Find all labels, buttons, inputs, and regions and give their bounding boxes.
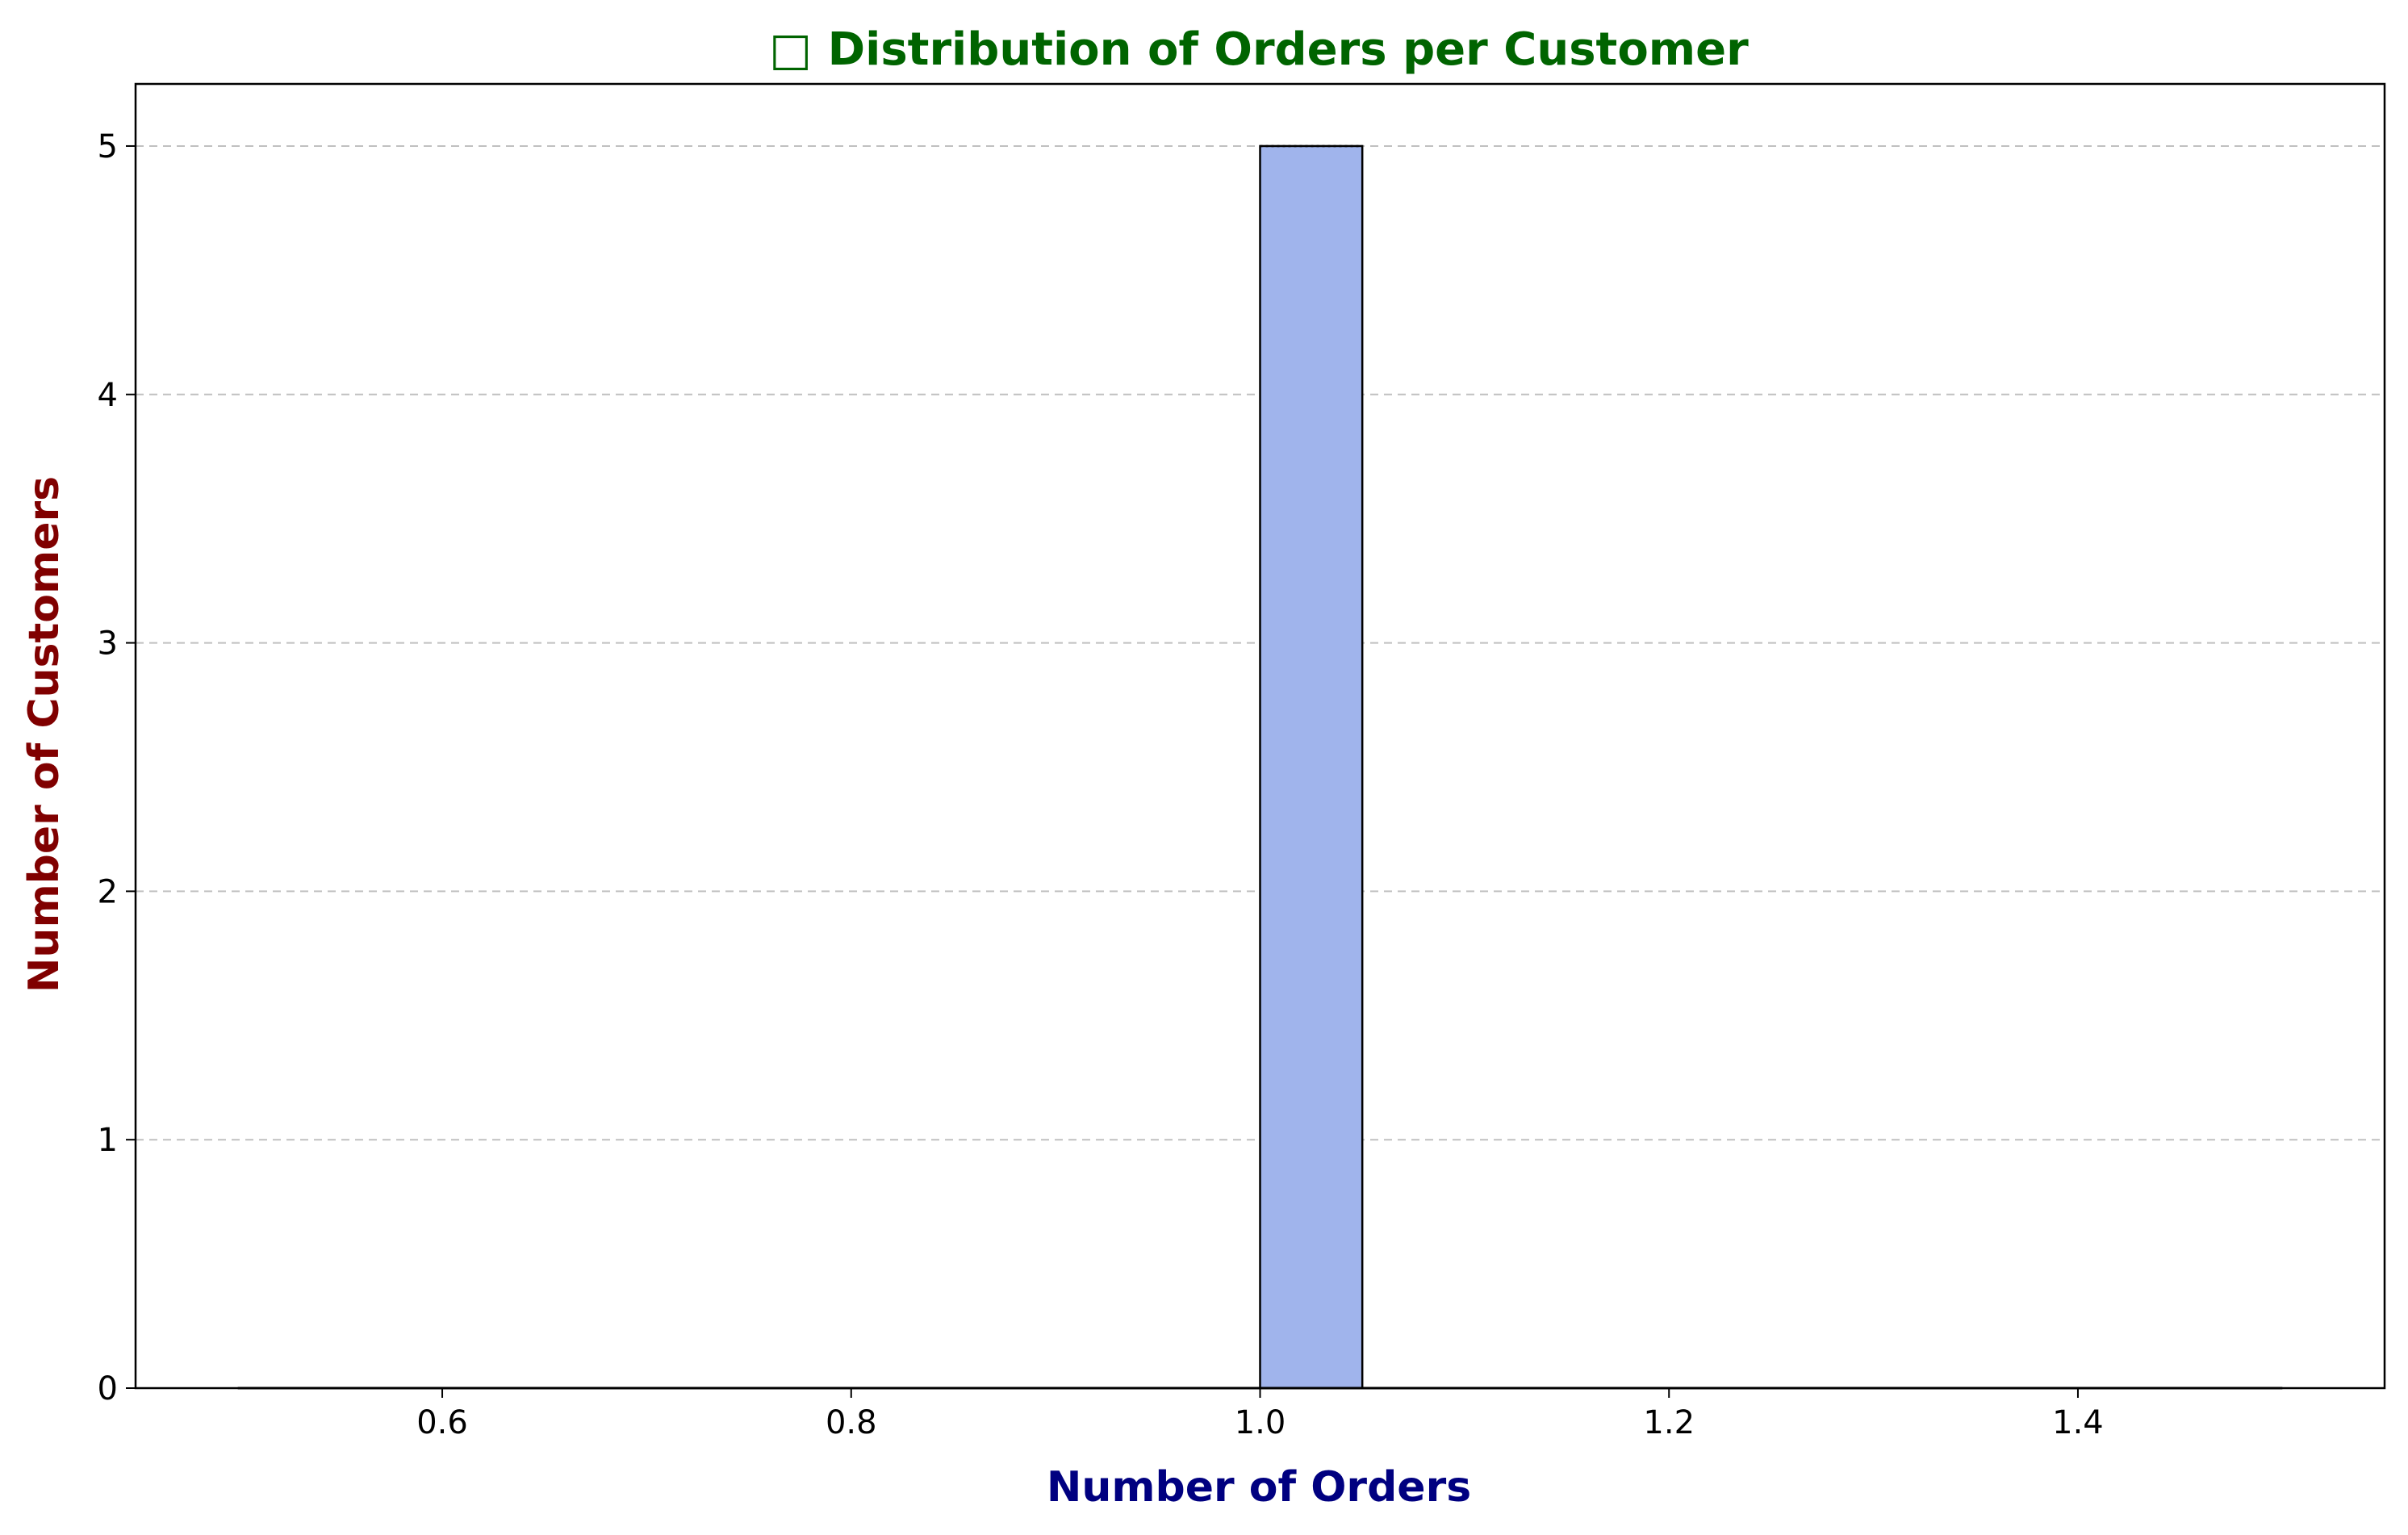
y-tick-label-1: 1 xyxy=(98,1122,118,1159)
bars xyxy=(1259,144,1364,1390)
y-tick-label-3: 3 xyxy=(98,625,118,663)
x-tick-label-0: 0.6 xyxy=(416,1404,468,1441)
y-axis-ticks: 0 1 2 3 4 5 xyxy=(98,128,136,1407)
y-axis-label: Number of Customers xyxy=(20,476,69,993)
x-tick-label-1: 0.8 xyxy=(826,1404,877,1441)
x-tick-label-4: 1.4 xyxy=(2052,1404,2104,1441)
y-tick-label-5: 5 xyxy=(98,128,118,165)
chart-title: □ Distribution of Orders per Customer xyxy=(769,23,1749,76)
x-tick-label-2: 1.0 xyxy=(1235,1404,1286,1441)
grid-lines xyxy=(136,144,2385,1141)
x-axis-label: Number of Orders xyxy=(1047,1463,1471,1512)
histogram-bar-0 xyxy=(1259,144,1364,1390)
x-tick-label-3: 1.2 xyxy=(1643,1404,1695,1441)
y-tick-label-0: 0 xyxy=(98,1370,118,1407)
y-tick-label-4: 4 xyxy=(98,377,118,414)
y-tick-label-2: 2 xyxy=(98,873,118,910)
x-axis-ticks: 0.6 0.8 1.0 1.2 1.4 xyxy=(416,1388,2104,1441)
